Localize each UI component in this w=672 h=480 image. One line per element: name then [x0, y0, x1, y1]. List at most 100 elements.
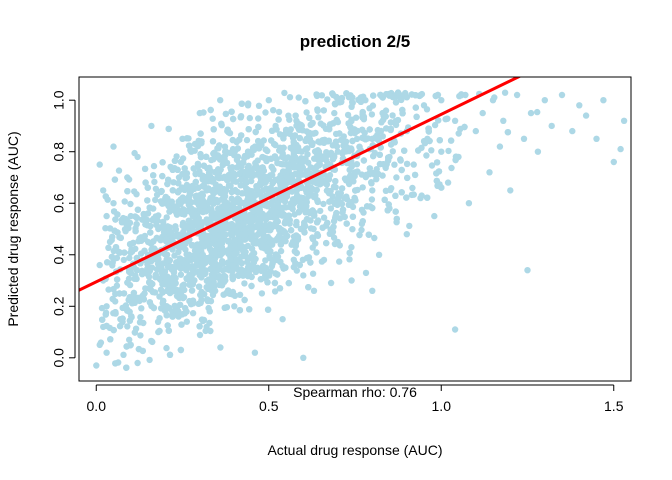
cloud-point	[295, 124, 302, 132]
cloud-point	[342, 138, 350, 145]
scatter-point-114	[534, 148, 542, 155]
cloud-point	[262, 257, 269, 264]
cloud-point	[217, 97, 224, 104]
cloud-point	[261, 221, 269, 229]
cloud-point	[134, 206, 142, 213]
cloud-point	[207, 297, 215, 305]
cloud-point	[272, 222, 280, 230]
cloud-point	[403, 160, 411, 168]
cloud-point	[389, 93, 396, 101]
cloud-point	[196, 331, 204, 339]
cloud-point	[210, 176, 217, 183]
cloud-point	[380, 161, 387, 168]
cloud-point	[165, 263, 172, 271]
cloud-point	[305, 284, 312, 291]
cloud-point	[358, 226, 365, 234]
cloud-point	[268, 241, 276, 248]
cloud-point	[205, 218, 213, 225]
cloud-point	[448, 164, 455, 172]
cloud-point	[381, 196, 388, 203]
x-tick-label: 0.0	[87, 398, 107, 414]
cloud-point	[180, 281, 187, 288]
cloud-point	[272, 270, 279, 277]
cloud-point	[228, 188, 235, 196]
cloud-point	[271, 279, 279, 287]
cloud-point	[307, 225, 315, 232]
scatter-point-105	[486, 169, 493, 176]
cloud-point	[145, 273, 153, 280]
cloud-point	[123, 221, 130, 228]
cloud-point	[131, 188, 138, 195]
cloud-point	[359, 126, 366, 133]
cloud-point	[126, 254, 133, 262]
cloud-point	[203, 153, 210, 160]
scatter-point-116	[548, 122, 555, 130]
scatter-point-9	[96, 161, 103, 168]
cloud-point	[167, 276, 174, 284]
cloud-point	[236, 291, 244, 298]
cloud-point	[133, 214, 140, 221]
cloud-point	[120, 351, 127, 358]
cloud-point	[374, 126, 381, 134]
cloud-point	[183, 135, 191, 142]
cloud-point	[102, 311, 110, 318]
cloud-point	[154, 318, 162, 325]
chart-title: prediction 2/5	[300, 32, 411, 51]
cloud-point	[404, 174, 411, 182]
cloud-point	[389, 112, 396, 119]
cloud-point	[197, 299, 204, 307]
cloud-point	[362, 136, 369, 143]
cloud-point	[246, 306, 253, 313]
cloud-point	[150, 255, 158, 263]
cloud-point	[264, 279, 271, 286]
scatter-point-8	[100, 187, 107, 194]
cloud-point	[131, 329, 139, 336]
cloud-point	[287, 126, 294, 133]
cloud-point	[112, 216, 119, 223]
cloud-point	[215, 205, 222, 212]
cloud-point	[302, 98, 309, 105]
cloud-point	[177, 271, 185, 278]
scatter-points	[93, 89, 628, 371]
cloud-point	[202, 327, 209, 335]
cloud-point	[221, 304, 228, 311]
cloud-point	[212, 267, 219, 274]
cloud-point	[216, 281, 223, 289]
scatter-point-96	[438, 97, 445, 104]
cloud-point	[275, 108, 283, 116]
scatter-point-94	[431, 212, 438, 220]
cloud-point	[326, 121, 334, 128]
cloud-point	[192, 218, 200, 225]
cloud-point	[351, 126, 358, 133]
cloud-point	[189, 227, 197, 234]
cloud-point	[333, 209, 340, 217]
cloud-point	[185, 255, 192, 263]
cloud-point	[259, 243, 267, 250]
cloud-point	[142, 179, 149, 186]
cloud-point	[356, 231, 363, 239]
cloud-point	[137, 332, 144, 339]
cloud-point	[151, 178, 158, 186]
cloud-point	[139, 270, 146, 278]
cloud-point	[197, 130, 204, 137]
cloud-point	[119, 304, 126, 312]
cloud-point	[125, 176, 133, 183]
cloud-point	[280, 169, 287, 176]
cloud-point	[231, 251, 238, 258]
cloud-point	[242, 199, 249, 206]
cloud-point	[353, 161, 361, 168]
cloud-point	[423, 106, 431, 113]
cloud-point	[169, 187, 176, 194]
cloud-point	[165, 125, 172, 133]
cloud-point	[179, 242, 186, 249]
cloud-point	[392, 99, 400, 106]
cloud-point	[225, 182, 233, 189]
cloud-point	[257, 169, 264, 177]
cloud-point	[136, 319, 144, 326]
cloud-point	[142, 221, 149, 228]
cloud-point	[229, 275, 236, 283]
cloud-point	[320, 107, 327, 114]
cloud-point	[272, 209, 280, 216]
cloud-point	[338, 185, 346, 192]
cloud-point	[206, 319, 213, 327]
